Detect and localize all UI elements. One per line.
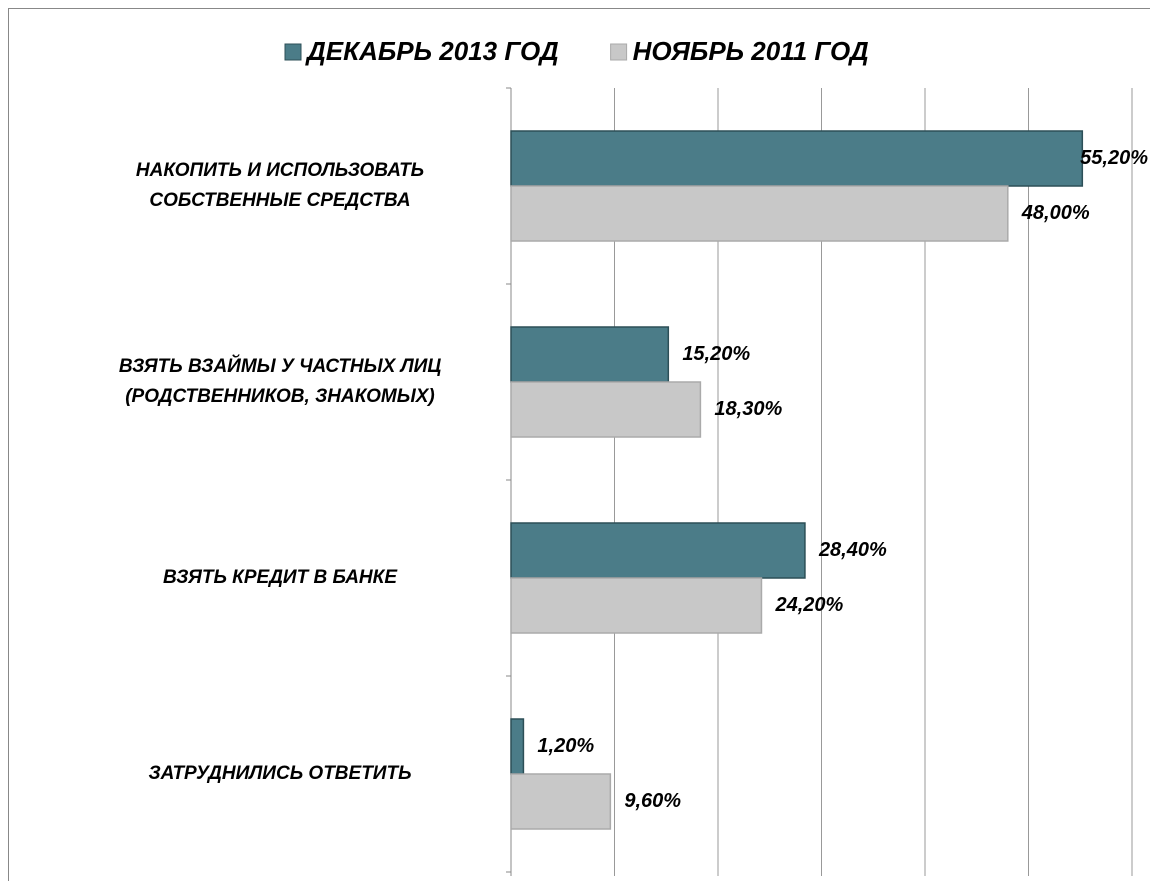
category-label: ВЗЯТЬ КРЕДИТ В БАНКЕ — [163, 567, 397, 588]
data-label: 24,20% — [774, 594, 843, 616]
data-label: 55,20% — [1080, 147, 1148, 169]
bar — [510, 773, 612, 830]
data-label: 28,40% — [818, 539, 887, 561]
bar — [510, 326, 670, 383]
bar — [510, 718, 525, 775]
legend-swatch — [284, 43, 302, 61]
category-label: ВЗЯТЬ ВЗАЙМЫ У ЧАСТНЫХ ЛИЦ (РОДСТВЕННИКО… — [118, 356, 442, 407]
data-label: 9,60% — [624, 790, 681, 812]
bar — [510, 577, 763, 634]
category-label: ЗАТРУДНИЛИСЬ ОТВЕТИТЬ — [148, 763, 412, 784]
legend-swatch — [610, 43, 628, 61]
legend-label: НОЯБРЬ 2011 ГОД — [633, 36, 869, 66]
bar — [510, 130, 1084, 187]
bar — [510, 381, 702, 438]
data-label: 15,20% — [682, 343, 750, 365]
bar — [510, 522, 806, 579]
data-label: 1,20% — [537, 735, 594, 757]
bar — [510, 185, 1009, 242]
data-label: 48,00% — [1021, 202, 1090, 224]
data-label: 18,30% — [714, 398, 782, 420]
chart-frame — [8, 8, 1150, 881]
legend-label: ДЕКАБРЬ 2013 ГОД — [305, 36, 559, 66]
category-label: НАКОПИТЬ И ИСПОЛЬЗОВАТЬ СОБСТВЕННЫЕ СРЕД… — [135, 160, 425, 211]
